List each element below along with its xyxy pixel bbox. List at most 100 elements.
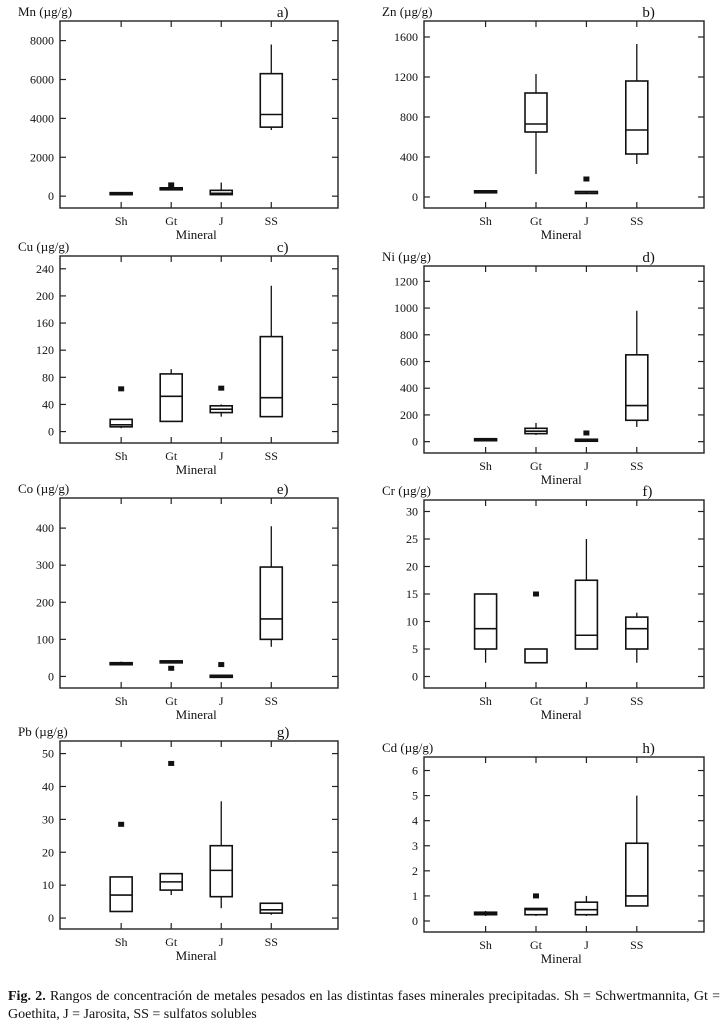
panel-label: d) — [642, 250, 655, 266]
box-J — [574, 176, 599, 195]
outlier-point — [168, 760, 175, 766]
box-iqr — [524, 648, 548, 664]
box-iqr — [259, 335, 284, 418]
box-J — [209, 801, 234, 909]
box-iqr — [259, 72, 284, 128]
y-tick-label: 10 — [42, 878, 54, 892]
panel-label: h) — [642, 741, 655, 757]
category-label: J — [584, 938, 589, 952]
y-tick-label: 0 — [48, 189, 54, 203]
y-tick-label: 0 — [412, 435, 418, 449]
plot-frame — [423, 756, 705, 933]
y-tick-label: 0 — [48, 911, 54, 925]
box-Sh — [109, 661, 133, 666]
box-iqr — [624, 80, 649, 155]
category-label: J — [219, 935, 224, 949]
y-tick-label: 400 — [400, 381, 418, 395]
y-tick-label: 1200 — [394, 70, 418, 84]
y-tick-label: 300 — [36, 558, 54, 572]
y-axis-label: Cd (µg/g) — [382, 740, 433, 755]
category-label: Gt — [530, 694, 543, 708]
chart-panel-6: 0 5 10 15 20 25 30 Cr (µg/g) f) Sh Gt J SS Mineral — [382, 483, 705, 722]
y-axis-label: Zn (µg/g) — [382, 4, 432, 19]
box-iqr — [524, 92, 548, 133]
outlier-point — [218, 662, 225, 668]
box-iqr — [524, 907, 548, 916]
category-label: Sh — [479, 459, 492, 473]
chart-panel-2: 0 400 800 1200 1600 Zn (µg/g) b) Sh Gt J SS Mineral — [382, 4, 705, 242]
category-label: SS — [265, 214, 278, 228]
category-label: Sh — [479, 694, 492, 708]
y-tick-label: 2 — [412, 864, 418, 878]
outlier-point — [168, 665, 175, 671]
box-SS — [259, 526, 284, 647]
box-iqr — [109, 418, 133, 428]
x-axis-label: Mineral — [541, 227, 583, 242]
panel-label: b) — [642, 5, 655, 21]
y-axis-label: Ni (µg/g) — [382, 249, 431, 264]
box-Gt — [524, 893, 548, 916]
y-axis-label: Cu (µg/g) — [18, 239, 69, 254]
panel-label: f) — [642, 484, 652, 500]
y-tick-label: 4000 — [30, 111, 54, 125]
category-label: SS — [265, 449, 278, 463]
y-tick-label: 0 — [412, 190, 418, 204]
category-label: Gt — [165, 694, 178, 708]
y-tick-label: 240 — [36, 262, 54, 276]
box-SS — [624, 310, 649, 427]
y-tick-label: 0 — [412, 914, 418, 928]
box-iqr — [574, 901, 599, 916]
y-axis-label: Cr (µg/g) — [382, 483, 431, 498]
category-label: Sh — [115, 935, 128, 949]
box-Gt — [159, 660, 183, 671]
y-tick-label: 6 — [412, 764, 418, 778]
outlier-point — [533, 893, 539, 899]
box-Sh — [473, 910, 498, 916]
plot-frame — [423, 499, 705, 689]
box-Gt — [159, 369, 183, 423]
y-tick-label: 1 — [412, 889, 418, 903]
y-tick-label: 0 — [48, 669, 54, 683]
outlier-point — [118, 821, 125, 827]
y-tick-label: 1000 — [394, 301, 418, 315]
category-label: Gt — [530, 214, 543, 228]
box-SS — [259, 902, 284, 915]
y-tick-label: 5 — [412, 642, 418, 656]
y-tick-label: 400 — [400, 150, 418, 164]
category-label: J — [219, 694, 224, 708]
category-label: SS — [265, 694, 278, 708]
chart-panel-1: 0 2000 4000 6000 8000 Mn (µg/g) a) Sh Gt J SS Miner… — [18, 4, 339, 242]
y-tick-label: 40 — [42, 779, 54, 793]
x-axis-label: Mineral — [176, 707, 218, 722]
box-J — [209, 662, 234, 679]
box-Sh — [109, 191, 133, 196]
plot-frame — [59, 255, 339, 444]
category-label: Gt — [165, 935, 178, 949]
x-axis-label: Mineral — [541, 951, 583, 966]
x-axis-label: Mineral — [541, 472, 583, 487]
box-iqr — [624, 616, 649, 650]
category-label: SS — [630, 459, 643, 473]
category-label: Gt — [530, 459, 543, 473]
x-axis-label: Mineral — [176, 227, 218, 242]
y-tick-label: 600 — [400, 355, 418, 369]
chart-panel-5: 0 100 200 300 400 Co (µg/g) e) Sh Gt J SS Mineral — [18, 481, 339, 722]
box-SS — [624, 44, 649, 164]
box-iqr — [574, 579, 599, 650]
y-tick-label: 100 — [36, 632, 54, 646]
box-iqr — [473, 593, 498, 650]
outlier-point — [168, 182, 175, 188]
box-SS — [624, 795, 649, 907]
plot-frame — [59, 740, 339, 930]
plot-frame — [59, 20, 339, 209]
panel-label: a) — [277, 5, 289, 21]
category-label: Sh — [479, 214, 492, 228]
chart-panel-4: 0 200 400 600 800 1000 1200 Ni (µg/g) d) Sh Gt J SS M… — [382, 249, 705, 487]
panel-label: g) — [277, 725, 290, 741]
y-axis-label: Mn (µg/g) — [18, 4, 72, 19]
category-label: Sh — [115, 214, 128, 228]
x-axis-label: Mineral — [541, 707, 583, 722]
y-tick-label: 0 — [412, 670, 418, 684]
y-tick-label: 120 — [36, 343, 54, 357]
box-J — [209, 385, 234, 417]
